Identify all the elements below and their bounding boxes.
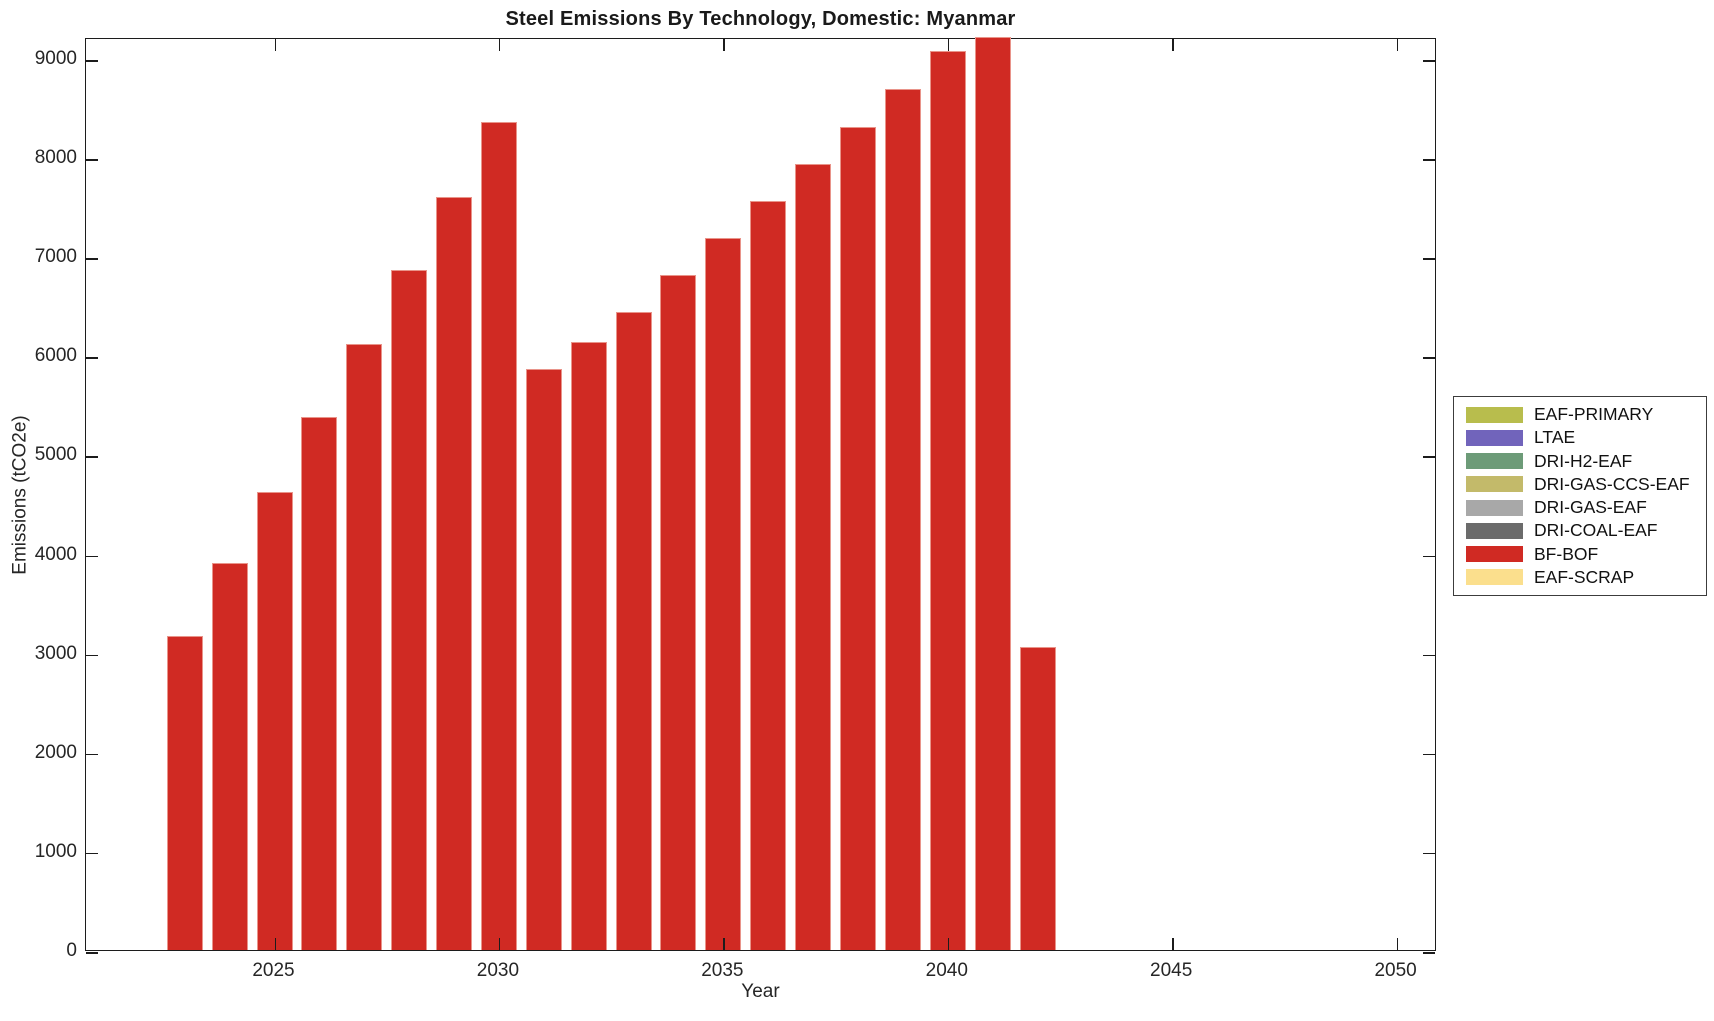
legend-swatch-EAF-PRIMARY	[1466, 406, 1523, 423]
y-tick-label-4000: 4000	[34, 543, 77, 565]
bar-BF-BOF-2035	[705, 238, 742, 950]
x-tick-2040	[947, 938, 950, 950]
x-tick-top-2035	[723, 39, 725, 51]
plot-area	[85, 37, 1436, 954]
x-tick-2030	[498, 938, 501, 950]
bar-BF-BOF-2023	[166, 635, 203, 950]
x-tick-label-2025: 2025	[252, 960, 295, 981]
x-tick-top-2025	[274, 39, 276, 51]
y-tick-4000	[86, 555, 98, 558]
y-tick-label-3000: 3000	[34, 642, 77, 664]
legend: EAF-PRIMARY LTAE DRI-H2-EAF DRI-GAS-CCS-EAF…	[1453, 396, 1707, 596]
legend-label-DRI-GAS-EAF: DRI-GAS-EAF	[1534, 497, 1647, 518]
y-tick-0	[86, 952, 98, 954]
x-tick-label-2035: 2035	[701, 960, 744, 981]
x-tick-top-2050	[1396, 39, 1399, 51]
y-tick-right-6000	[1423, 357, 1435, 359]
legend-swatch-DRI-GAS-EAF	[1466, 499, 1523, 516]
legend-row-DRI-COAL-EAF: DRI-COAL-EAF	[1466, 519, 1706, 542]
y-tick-6000	[86, 357, 98, 359]
bar-BF-BOF-2041	[974, 37, 1011, 950]
legend-label-DRI-GAS-CCS-EAF: DRI-GAS-CCS-EAF	[1534, 473, 1690, 494]
y-tick-right-1000	[1423, 852, 1435, 855]
bar-BF-BOF-2039	[884, 88, 921, 950]
y-tick-3000	[86, 654, 98, 657]
y-tick-right-7000	[1423, 258, 1435, 260]
legend-swatch-DRI-COAL-EAF	[1466, 522, 1523, 539]
y-tick-right-4000	[1423, 555, 1435, 558]
legend-label-DRI-COAL-EAF: DRI-COAL-EAF	[1534, 520, 1658, 541]
y-tick-2000	[86, 753, 98, 756]
legend-swatch-LTAE	[1466, 429, 1523, 446]
x-axis-label: Year	[741, 981, 780, 1002]
y-tick-label-2000: 2000	[34, 741, 77, 763]
x-tick-2050	[1396, 938, 1399, 950]
y-tick-9000	[86, 60, 98, 62]
chart-title: Steel Emissions By Technology, Domestic:…	[505, 8, 1016, 30]
y-tick-right-3000	[1423, 654, 1435, 657]
legend-label-EAF-PRIMARY: EAF-PRIMARY	[1534, 404, 1654, 424]
y-tick-label-0: 0	[66, 940, 77, 961]
x-tick-2035	[723, 938, 725, 950]
legend-label-DRI-H2-EAF: DRI-H2-EAF	[1534, 450, 1633, 471]
bar-BF-BOF-2031	[525, 369, 562, 950]
y-tick-right-5000	[1423, 456, 1435, 458]
legend-row-DRI-GAS-EAF: DRI-GAS-EAF	[1466, 496, 1706, 519]
bar-BF-BOF-2034	[660, 275, 697, 950]
bar-BF-BOF-2032	[570, 342, 607, 950]
y-axis-label-wrap: Emissions (tCO2e)	[2, 38, 40, 951]
bar-BF-BOF-2027	[346, 344, 383, 950]
legend-swatch-BF-BOF	[1466, 546, 1523, 563]
bar-BF-BOF-2025	[256, 492, 293, 950]
y-tick-label-6000: 6000	[34, 345, 77, 367]
legend-row-DRI-GAS-CCS-EAF: DRI-GAS-CCS-EAF	[1466, 473, 1706, 496]
bar-BF-BOF-2033	[615, 311, 652, 950]
legend-row-EAF-SCRAP: EAF-SCRAP	[1466, 566, 1706, 589]
x-tick-label-2030: 2030	[476, 960, 520, 981]
y-tick-1000	[86, 852, 98, 855]
bar-BF-BOF-2042	[1019, 646, 1056, 950]
y-tick-label-1000: 1000	[34, 840, 77, 862]
legend-label-EAF-SCRAP: EAF-SCRAP	[1534, 566, 1635, 587]
bar-BF-BOF-2040	[929, 51, 966, 950]
legend-row-DRI-H2-EAF: DRI-H2-EAF	[1466, 450, 1706, 473]
x-tick-label-2045: 2045	[1150, 960, 1193, 981]
x-tick-2025	[274, 938, 276, 950]
y-tick-label-9000: 9000	[34, 48, 77, 69]
legend-row-LTAE: LTAE	[1466, 426, 1706, 449]
bar-BF-BOF-2029	[436, 196, 473, 950]
legend-swatch-EAF-SCRAP	[1466, 569, 1523, 586]
legend-swatch-DRI-H2-EAF	[1466, 453, 1523, 470]
bar-BF-BOF-2024	[211, 563, 248, 950]
x-tick-label-2050: 2050	[1374, 960, 1417, 981]
y-tick-right-2000	[1423, 753, 1435, 756]
y-tick-7000	[86, 258, 98, 260]
x-tick-top-2045	[1172, 39, 1174, 51]
bar-BF-BOF-2026	[301, 416, 338, 950]
legend-swatch-DRI-GAS-CCS-EAF	[1466, 476, 1523, 493]
legend-label-BF-BOF: BF-BOF	[1534, 543, 1599, 564]
y-tick-5000	[86, 456, 98, 458]
y-tick-label-8000: 8000	[34, 147, 77, 169]
y-tick-8000	[86, 159, 98, 161]
x-tick-label-2040: 2040	[925, 960, 968, 981]
legend-row-EAF-PRIMARY: EAF-PRIMARY	[1466, 403, 1706, 426]
bar-BF-BOF-2036	[750, 200, 787, 950]
bar-BF-BOF-2038	[840, 127, 876, 950]
bar-BF-BOF-2030	[480, 122, 517, 950]
bar-BF-BOF-2037	[795, 164, 832, 950]
y-tick-right-8000	[1423, 159, 1435, 161]
legend-row-BF-BOF: BF-BOF	[1466, 543, 1706, 566]
y-tick-label-7000: 7000	[34, 246, 77, 268]
y-tick-label-5000: 5000	[34, 444, 77, 466]
bar-BF-BOF-2028	[391, 270, 428, 950]
x-tick-2045	[1172, 938, 1174, 950]
x-tick-top-2030	[498, 39, 501, 51]
y-tick-right-9000	[1423, 60, 1435, 62]
legend-label-LTAE: LTAE	[1534, 427, 1576, 448]
y-tick-right-0	[1423, 952, 1435, 954]
x-tick-top-2040	[947, 39, 950, 51]
